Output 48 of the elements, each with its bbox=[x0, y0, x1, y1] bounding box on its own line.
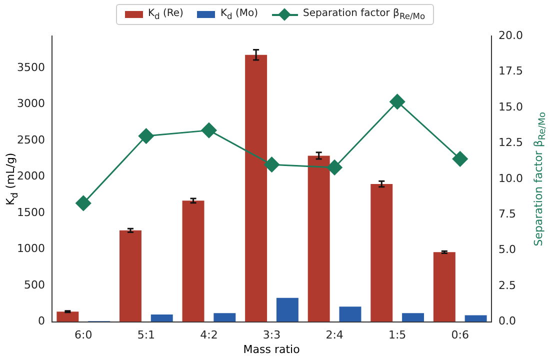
x-tick-label: 2:4 bbox=[326, 328, 344, 342]
point bbox=[138, 128, 154, 144]
y2-tick-label: 0.0 bbox=[498, 314, 516, 328]
y2-tick-label: 5.0 bbox=[498, 243, 516, 256]
legend-label: Separation factor β$_{Re/Mo}$ bbox=[303, 8, 426, 21]
bar bbox=[433, 252, 456, 322]
bar bbox=[370, 184, 393, 322]
bar bbox=[245, 54, 268, 322]
y-tick-label: 0 bbox=[38, 314, 45, 328]
x-tick-label: 1:5 bbox=[388, 328, 406, 342]
bar bbox=[56, 312, 79, 322]
y2-tick-label: 2.5 bbox=[498, 278, 516, 292]
x-tick-label: 5:1 bbox=[137, 328, 156, 342]
point bbox=[452, 151, 468, 167]
x-tick-label: 4:2 bbox=[200, 328, 218, 342]
y-tick-label: 1500 bbox=[16, 206, 45, 219]
y-tick-label: 500 bbox=[24, 278, 45, 292]
point bbox=[390, 94, 406, 110]
y2-tick-label: 20.0 bbox=[498, 28, 524, 42]
x-tick-label: 0:6 bbox=[451, 328, 469, 342]
y-tick-label: 2500 bbox=[16, 133, 45, 146]
y-tick-label: 2000 bbox=[16, 170, 45, 183]
legend-label: K$_{d}$ (Re) bbox=[148, 8, 184, 21]
bar bbox=[464, 315, 487, 322]
y-tick-label: 3500 bbox=[16, 60, 45, 74]
y-tick-label: 3000 bbox=[16, 97, 45, 110]
point bbox=[76, 195, 92, 211]
x-axis-title: Mass ratio bbox=[243, 343, 300, 356]
bar bbox=[339, 306, 362, 322]
point bbox=[264, 156, 280, 172]
x-tick-label: 6:0 bbox=[74, 328, 92, 342]
y2-tick-label: 10.0 bbox=[498, 172, 524, 185]
bar bbox=[214, 313, 236, 322]
y2-tick-label: 17.5 bbox=[498, 64, 524, 78]
point bbox=[326, 160, 342, 176]
x-tick-label: 3:3 bbox=[262, 328, 281, 342]
y-tick-label: 1000 bbox=[16, 242, 45, 256]
bar bbox=[276, 298, 298, 322]
bar bbox=[182, 200, 204, 322]
point bbox=[201, 122, 217, 138]
bar bbox=[308, 156, 330, 322]
legend-label: K$_{d}$ (Mo) bbox=[220, 8, 258, 21]
y2-tick-label: 15.0 bbox=[498, 100, 524, 114]
bar bbox=[402, 313, 424, 322]
y2-tick-label: 7.5 bbox=[498, 207, 516, 220]
bar bbox=[119, 230, 142, 322]
y2-tick-label: 12.5 bbox=[498, 136, 524, 150]
bar bbox=[150, 314, 173, 322]
